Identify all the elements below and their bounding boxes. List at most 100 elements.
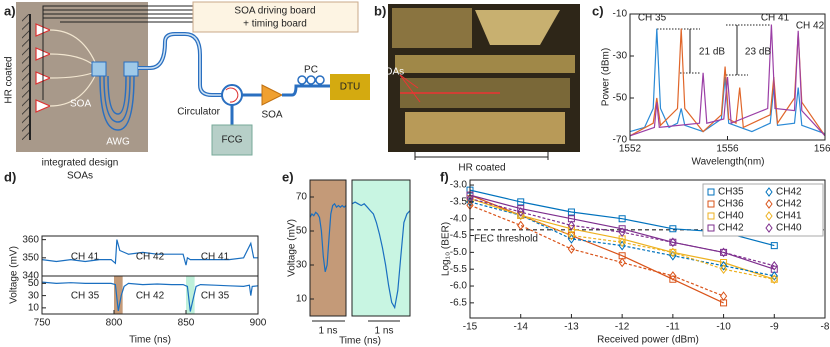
annotation: CH 35 <box>201 291 230 302</box>
y-tick-label: -5.0 <box>450 247 468 258</box>
y-tick-label: -6.0 <box>450 281 468 292</box>
y-tick-label: 30 <box>296 260 308 271</box>
annotation: 21 dB <box>699 47 725 58</box>
legend-marker <box>765 187 773 197</box>
annotation: 1 ns <box>375 326 394 337</box>
y-tick-label: -3.5 <box>450 197 468 208</box>
marker <box>517 198 525 206</box>
y-axis-label: Power (dBm) <box>601 48 612 106</box>
marker <box>669 247 677 258</box>
awg-coupler <box>91 61 107 77</box>
series-line <box>470 197 775 267</box>
annotation: CH 41 <box>201 252 230 263</box>
fcg-box <box>211 124 253 156</box>
marker <box>618 257 626 268</box>
x-tick-label: -11 <box>666 322 680 333</box>
y-axis-label: Voltage (mV) <box>287 219 298 277</box>
panel-label: a) <box>4 3 16 18</box>
plot-frame <box>351 179 411 317</box>
legend-marker <box>765 223 773 233</box>
legend-marker <box>707 188 715 196</box>
legend-marker <box>765 211 773 221</box>
marker <box>618 252 626 260</box>
pc-label: PC <box>304 65 318 76</box>
marker <box>567 208 575 216</box>
y-tick-label: 30 <box>28 290 40 301</box>
legend-label: CH42 <box>776 187 802 198</box>
x-tick-label: -9 <box>770 322 779 333</box>
legend-label: CH42 <box>776 199 802 210</box>
y-tick-label: 340 <box>22 271 39 282</box>
marker <box>719 260 728 271</box>
photo-b: b) SOAs HR coated <box>374 3 580 174</box>
hr-label: HR coated <box>4 56 15 103</box>
legend-marker <box>765 199 773 209</box>
x-tick-label: 800 <box>106 318 123 329</box>
waveguide <box>49 29 96 63</box>
y-tick-label: 50 <box>296 226 308 237</box>
photo-pad <box>395 55 575 73</box>
annotation: CH 42 <box>136 252 165 263</box>
marker <box>770 242 778 250</box>
board-label: SOA driving board <box>234 6 315 17</box>
diagram-a: a) HR coated SOA AWG SOA drivi <box>4 1 370 182</box>
y-tick-label: 70 <box>296 192 308 203</box>
marker <box>719 264 728 275</box>
hr-label: HR coated <box>458 163 505 174</box>
dtu-box <box>330 74 370 100</box>
y-axis-label: Log₁₀ (BER) <box>441 222 452 276</box>
y-tick-label: 50 <box>28 278 40 289</box>
annotation: CH 35 <box>638 13 667 24</box>
y-tick-label: 350 <box>22 252 39 263</box>
annotation: CH 42 <box>136 291 165 302</box>
annotation: CH 41 <box>761 13 790 24</box>
dtu-label: DTU <box>340 82 361 93</box>
shaded-span <box>114 276 123 314</box>
waveguide <box>49 75 96 107</box>
fiber <box>138 32 222 97</box>
marker <box>770 271 778 281</box>
wires <box>42 5 193 100</box>
awg-coupler <box>123 61 139 77</box>
series-line <box>630 28 825 137</box>
x-axis-label: Time (ns) <box>339 336 381 347</box>
series-line <box>42 239 258 266</box>
x-tick-label: 850 <box>178 318 195 329</box>
plot-background <box>352 180 410 316</box>
y-tick-label: -3.0 <box>450 180 468 191</box>
panel-label: c) <box>592 3 604 18</box>
legend-label: CH40 <box>718 211 744 222</box>
panel-label: b) <box>374 3 386 18</box>
panel-label: e) <box>282 169 294 184</box>
db-arrows <box>689 25 738 75</box>
y-tick-label: -5.5 <box>450 264 468 275</box>
plot-frame <box>469 179 826 319</box>
marker <box>567 230 576 241</box>
marker <box>770 274 778 285</box>
x-tick-label: -13 <box>564 322 579 333</box>
annotation: CH 35 <box>71 291 100 302</box>
marker <box>669 271 677 281</box>
marker <box>618 215 626 223</box>
marker <box>567 215 575 223</box>
annotation: CH 42 <box>796 21 825 32</box>
marker <box>720 299 728 307</box>
marker <box>517 220 525 231</box>
legend-marker <box>707 200 715 208</box>
panel-label: d) <box>4 169 16 184</box>
panel-label: f) <box>440 169 449 184</box>
pc <box>297 75 325 85</box>
x-tick-label: 1560 <box>814 144 830 155</box>
board-box <box>192 1 359 33</box>
soa-amp-label: SOA <box>261 110 282 121</box>
marker <box>770 260 778 271</box>
x-tick-label: -15 <box>463 322 478 333</box>
y-tick-label: 10 <box>296 294 308 305</box>
marker <box>618 227 626 238</box>
legend-box <box>702 183 824 237</box>
x-axis-label: Time (ns) <box>129 335 171 346</box>
y-tick-label: -10 <box>613 9 628 20</box>
x-tick-label: 1552 <box>619 144 642 155</box>
marker <box>669 237 677 248</box>
series-line <box>470 204 724 297</box>
